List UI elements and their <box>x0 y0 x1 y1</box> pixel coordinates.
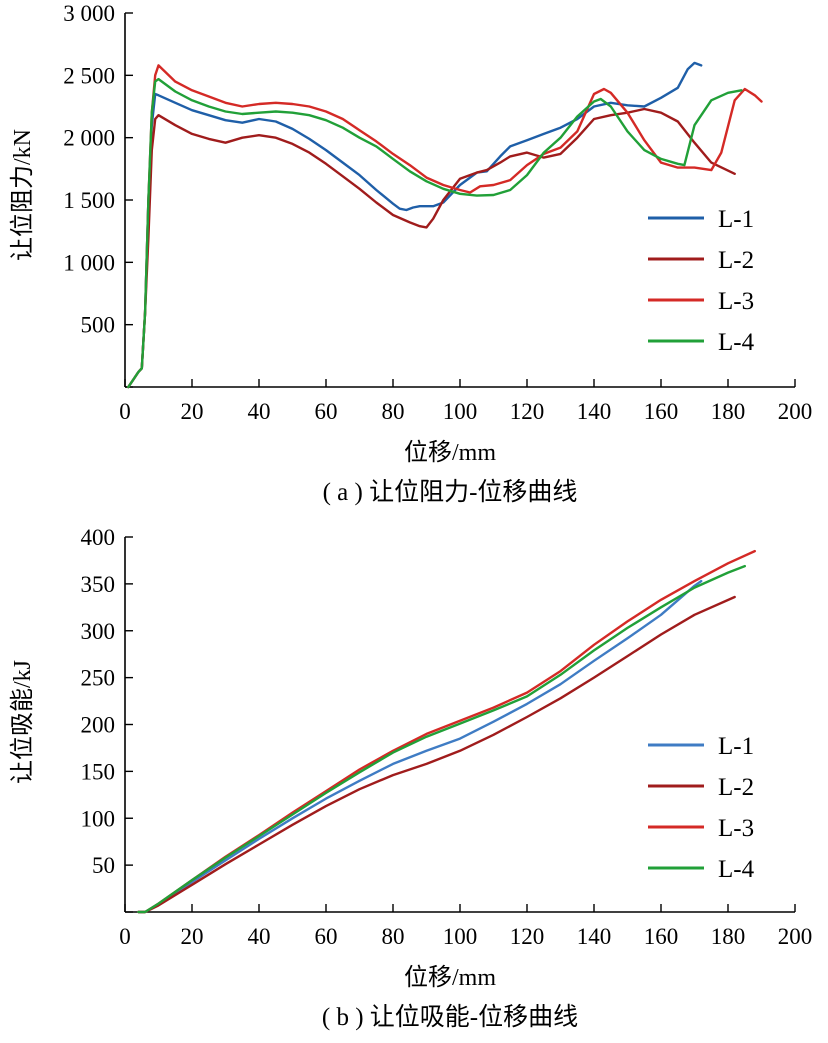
y-tick-label: 100 <box>81 806 116 831</box>
x-tick-label: 0 <box>119 924 131 949</box>
legend-label-l-3: L-3 <box>718 288 754 315</box>
x-tick-label: 140 <box>577 399 612 424</box>
series-line-l-1 <box>127 61 703 389</box>
x-tick-label: 180 <box>711 399 746 424</box>
y-axis-title: 让位阻力/kN <box>9 129 36 261</box>
x-tick-label: 200 <box>778 924 813 949</box>
y-tick-label: 1 500 <box>63 188 115 213</box>
y-tick-label: 1 000 <box>63 250 115 275</box>
x-tick-label: 140 <box>577 924 612 949</box>
x-tick-label: 60 <box>315 399 338 424</box>
y-tick-label: 150 <box>81 759 116 784</box>
y-tick-label: 200 <box>81 713 116 738</box>
y-tick-label: 250 <box>81 666 116 691</box>
x-tick-label: 100 <box>443 399 478 424</box>
x-tick-label: 20 <box>181 924 204 949</box>
x-tick-label: 180 <box>711 924 746 949</box>
legend-label-l-1: L-1 <box>718 206 754 233</box>
legend-label-l-2: L-2 <box>718 774 754 801</box>
chart-panel-a: 0 20 40 60 80 100 120 140 160 180 200 500 1 000 1 500… <box>9 1 812 506</box>
y-tick-label: 2 000 <box>63 126 115 151</box>
x-tick-label: 120 <box>510 924 545 949</box>
legend-label-l-2: L-2 <box>718 247 754 274</box>
legend-label-l-4: L-4 <box>718 329 755 356</box>
y-tick-label: 300 <box>81 619 116 644</box>
x-tick-label: 0 <box>119 399 131 424</box>
y-tick-label: 350 <box>81 572 116 597</box>
series-line-l-4 <box>127 77 743 389</box>
y-tick-label: 400 <box>81 525 116 550</box>
legend-label-l-4: L-4 <box>718 856 755 883</box>
x-tick-label: 200 <box>778 399 813 424</box>
y-axis-title: 让位吸能/kJ <box>9 660 36 784</box>
y-tick-label: 500 <box>81 313 116 338</box>
x-tick-label: 20 <box>181 399 204 424</box>
y-tick-label: 50 <box>92 853 115 878</box>
legend-label-l-1: L-1 <box>718 733 754 760</box>
x-tick-label: 60 <box>315 924 338 949</box>
legend-label-l-3: L-3 <box>718 815 754 842</box>
series-line-l-2 <box>127 107 736 389</box>
x-tick-label: 80 <box>382 399 405 424</box>
y-tick-label: 3 000 <box>63 1 115 26</box>
x-tick-label: 40 <box>248 924 271 949</box>
x-tick-label: 160 <box>644 399 679 424</box>
x-tick-label: 120 <box>510 399 545 424</box>
y-tick-label: 2 500 <box>63 63 115 88</box>
panel-caption: ( a ) 让位阻力-位移曲线 <box>323 478 578 506</box>
x-axis-title: 位移/mm <box>404 439 496 466</box>
x-tick-label: 160 <box>644 924 679 949</box>
x-tick-label: 80 <box>382 924 405 949</box>
panel-caption: ( b ) 让位吸能-位移曲线 <box>322 1003 578 1031</box>
chart-panel-b: 0 20 40 60 80 100 120 140 160 180 200 50 100 150 200 25… <box>9 525 812 1031</box>
x-axis-title: 位移/mm <box>404 964 496 991</box>
series-line-l-1 <box>137 579 703 914</box>
series-line-l-3 <box>127 64 763 389</box>
x-tick-label: 100 <box>443 924 478 949</box>
series-line-l-4 <box>137 564 746 914</box>
x-tick-label: 40 <box>248 399 271 424</box>
series-line-l-2 <box>137 595 736 914</box>
